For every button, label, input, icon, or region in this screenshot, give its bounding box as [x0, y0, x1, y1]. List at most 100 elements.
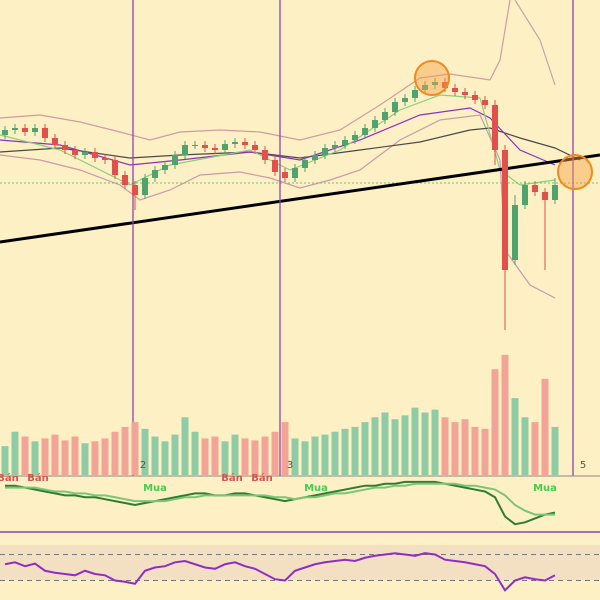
candle-body [92, 152, 98, 158]
candle-body [342, 140, 348, 145]
candle-body [102, 158, 108, 160]
candle-body [82, 152, 88, 155]
candle-body [512, 205, 518, 260]
volume-bar [481, 428, 489, 475]
bollinger-lower [0, 114, 556, 299]
candle-body [192, 145, 198, 146]
volume-bar [161, 441, 169, 475]
volume-bar [301, 441, 309, 475]
volume-bar [111, 431, 119, 475]
candle-body [502, 150, 508, 270]
signal-label: Bán [221, 472, 243, 484]
candle-body [382, 112, 388, 120]
volume-bar [181, 417, 189, 475]
volume-bar [231, 434, 239, 475]
candle-body [182, 145, 188, 155]
volume-bar [31, 441, 39, 475]
volume-bar [341, 428, 349, 475]
volume-bar [291, 438, 299, 475]
candle-body [272, 160, 278, 172]
volume-bar [521, 417, 529, 475]
volume-bar [71, 436, 79, 475]
volume-bar [551, 426, 559, 475]
volume-bar [281, 422, 289, 475]
candle-body [352, 135, 358, 140]
volume-bar [101, 438, 109, 475]
volume-bar [221, 441, 229, 475]
candle-body [292, 168, 298, 178]
candle-body [262, 150, 268, 160]
marks: Bán Bán Bán Bán Mua Mua Mua 2 3 5 [0, 78, 600, 592]
candle-body [132, 185, 138, 195]
candle-body [362, 128, 368, 135]
moving-average-long [0, 127, 581, 161]
volume-bar [241, 438, 249, 475]
candle-body [482, 100, 488, 105]
volume-bar [141, 428, 149, 475]
indicator-line [5, 482, 555, 516]
signal-label: Mua [143, 483, 167, 494]
volume-bar [51, 434, 59, 475]
signal-label: Mua [304, 483, 328, 494]
candle-body [212, 148, 218, 150]
volume-bar [351, 426, 359, 475]
candle-body [452, 88, 458, 92]
volume-bar [391, 419, 399, 475]
volume-bar [531, 422, 539, 475]
volume-bar [321, 434, 329, 475]
candle-body [32, 128, 38, 132]
volume-bar [401, 415, 409, 475]
signal-label: Bán [251, 472, 273, 484]
candle-body [322, 148, 328, 155]
candle-body [302, 160, 308, 168]
volume-bar [501, 354, 509, 475]
candle-body [112, 160, 118, 175]
signal-label: Mua [533, 483, 557, 494]
volume-bar [91, 441, 99, 475]
candle-body [172, 155, 178, 165]
candle-body [552, 185, 558, 200]
volume-bar [211, 436, 219, 475]
volume-bar [541, 378, 549, 475]
volume-bar [251, 440, 259, 475]
candle-body [402, 98, 408, 102]
volume-bar [331, 431, 339, 475]
highlight-circle [557, 154, 593, 190]
rsi-band [0, 545, 600, 580]
candle-body [442, 82, 448, 88]
candle-body [2, 130, 8, 135]
volume-bar [261, 436, 269, 475]
volume-bar [411, 407, 419, 475]
candle-body [222, 144, 228, 150]
candle-body [532, 185, 538, 192]
volume-bar [511, 398, 519, 475]
candle-body [152, 170, 158, 178]
period-lines [132, 0, 574, 476]
volume-bar [1, 446, 9, 475]
indicator-line [5, 480, 556, 526]
highlight-circle [414, 60, 450, 96]
candle-body [202, 145, 208, 148]
volume-bar [41, 438, 49, 475]
volume-bar [371, 417, 379, 475]
candle-body [52, 138, 58, 145]
candle-body [42, 128, 48, 138]
candle-body [462, 92, 468, 95]
volume-bar [151, 436, 159, 475]
volume-bar [61, 440, 69, 475]
candle-body [62, 145, 68, 150]
upper-envelope [514, 0, 556, 86]
candle-body [432, 82, 438, 85]
candle-body [282, 172, 288, 178]
volume-bar [491, 369, 499, 475]
volume-bar [421, 412, 429, 475]
candle-body [522, 185, 528, 205]
candle-body [12, 128, 18, 130]
candle-body [252, 145, 258, 150]
candle-body [472, 95, 478, 100]
candle-body [122, 175, 128, 185]
volume-bar [81, 443, 89, 475]
indicator-line [4, 552, 556, 592]
